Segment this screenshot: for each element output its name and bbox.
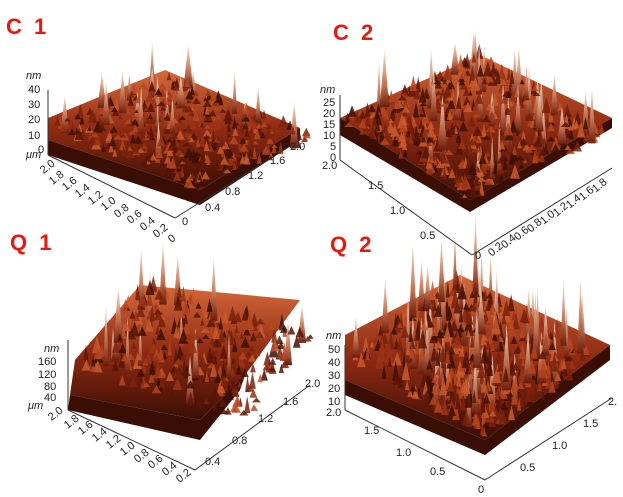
surface-c2 <box>340 29 612 212</box>
c2-left-tick: 1.0 <box>390 205 406 217</box>
c2-left-tick: 1.5 <box>368 180 384 192</box>
q2-z-tick: 50 <box>328 344 341 356</box>
surface-q2 <box>345 214 610 455</box>
c2-left-tick: 2.0 <box>322 160 338 172</box>
c2-left-tick: 0.5 <box>420 230 436 242</box>
q1-x-unit: μm <box>28 400 44 412</box>
q2-z-unit: nm <box>326 330 342 342</box>
q2-z-tick: 30 <box>328 370 341 382</box>
c2-z-tick: 10 <box>323 130 336 142</box>
q1-z-tick: 80 <box>44 381 57 393</box>
c1-right-tick: 1.6 <box>270 155 286 167</box>
q2-z-tick: 20 <box>328 383 341 395</box>
c1-right-tick: 2.0 <box>290 141 306 153</box>
c1-z-tick: 20 <box>28 114 41 126</box>
c1-z-tick: 40 <box>28 84 41 96</box>
c1-z-tick: 10 <box>28 130 41 142</box>
q2-left-tick: 2.0 <box>326 407 342 419</box>
surface-c1 <box>48 41 312 205</box>
q2-right-tick: 1.0 <box>552 440 568 452</box>
q1-z-tick: 120 <box>38 369 57 381</box>
q2-z-tick: 40 <box>328 357 341 369</box>
panel-label-c1: C 1 <box>6 14 50 39</box>
c2-z-tick: 5 <box>330 141 337 153</box>
q1-z-tick: 160 <box>38 356 57 368</box>
c2-z-tick: 0 <box>330 152 337 164</box>
panel-label-c2: C 2 <box>333 20 377 45</box>
q1-right-tick: 2.0 <box>305 378 321 390</box>
c1-z-tick: 0 <box>38 144 45 156</box>
q1-z-unit: nm <box>44 343 60 355</box>
q2-right-tick: 0.5 <box>520 462 536 474</box>
c2-left-tick: 0 <box>475 250 482 262</box>
c1-right-tick: 0.8 <box>225 186 241 198</box>
q2-left-tick: 1.5 <box>364 425 380 437</box>
q2-left-tick: 0.5 <box>430 466 446 478</box>
c2-z-tick: 25 <box>323 97 336 109</box>
c1-right-tick: 0.4 <box>205 202 221 214</box>
q1-right-tick: 0.4 <box>205 456 221 468</box>
q2-right-tick: 1.5 <box>583 418 599 430</box>
c1-right-zero: 0 <box>182 216 189 228</box>
axis-lines <box>47 90 613 481</box>
q2-left-tick: 0 <box>478 484 485 496</box>
c1-x-unit: μm <box>26 149 42 161</box>
q2-z-tick: 10 <box>328 396 341 408</box>
q2-right-tick: 2. <box>608 396 618 408</box>
q1-z-tick: 40 <box>44 392 57 404</box>
panel-label-q1: Q 1 <box>10 230 55 255</box>
c2-z-tick: 15 <box>323 119 336 131</box>
c2-z-unit: nm <box>320 84 336 96</box>
q2-left-tick: 1.0 <box>396 447 412 459</box>
c1-right-tick: 1.2 <box>248 170 264 182</box>
q1-right-tick: 1.2 <box>258 413 274 425</box>
q1-right-tick: 1.6 <box>283 396 299 408</box>
c1-z-unit: nm <box>26 70 42 82</box>
c1-z-tick: 30 <box>28 99 41 111</box>
c2-z-tick: 20 <box>323 108 336 120</box>
surface-q1 <box>68 241 314 440</box>
panel-label-q2: Q 2 <box>330 232 375 257</box>
q1-right-tick: 0.8 <box>232 435 248 447</box>
